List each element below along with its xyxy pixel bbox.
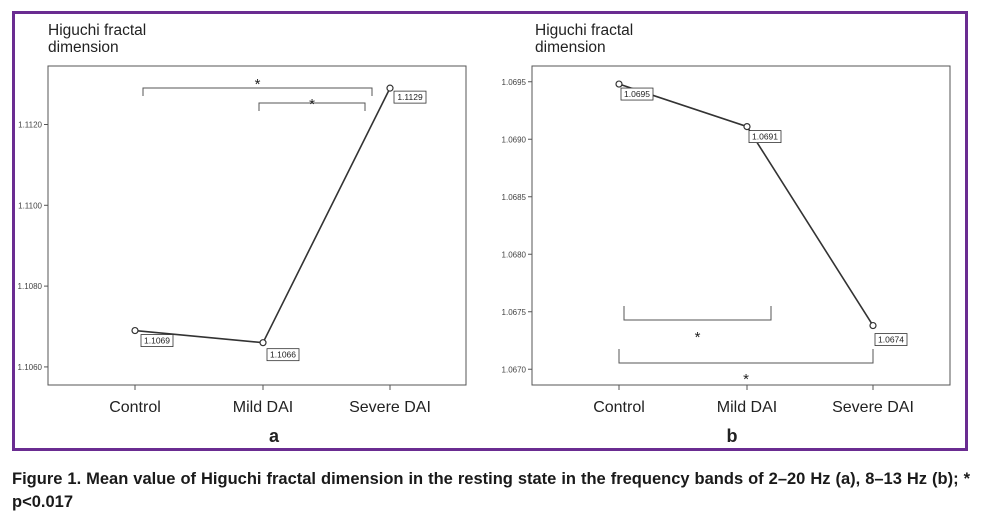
panel-b-data-label-box (620, 87, 654, 101)
panel-a-ytick-label: 1.1060 (18, 363, 43, 372)
panel-b-xtick-label: Mild DAI (717, 399, 777, 416)
panel-a-data-label-box (393, 90, 427, 104)
panel-b-data-point (743, 122, 751, 131)
figure-charts: Higuchi fractal dimension 1.1060 1.1080 1.11… (18, 22, 951, 446)
panel-a-series-line (134, 87, 391, 344)
panel-a-ytick-label: 1.1080 (18, 282, 43, 291)
panel-b-series-line (618, 83, 874, 326)
panel-b-data-label: 1.0695 (624, 89, 650, 99)
panel-b-data-label: 1.0691 (752, 132, 778, 142)
panel-a-significance-star: * (255, 76, 261, 93)
panel-b-label: b (727, 426, 738, 446)
panel-a-ytick-label: 1.1120 (18, 120, 42, 129)
panel-b-data-label: 1.0674 (878, 335, 904, 345)
panel-a-data-label: 1.1129 (397, 92, 423, 102)
panel-b-ytick-label: 1.0670 (502, 365, 527, 374)
panel-b-significance-star: * (743, 371, 749, 388)
panel-b-significance-bracket (618, 349, 874, 364)
panel-a-data-label-box (140, 334, 174, 347)
panel-b-significance-bracket (623, 306, 772, 321)
panel-a-data-label: 1.1069 (144, 336, 170, 346)
panel-a-xtick-label: Control (109, 399, 161, 416)
panel-b-xtick-label: Severe DAI (832, 399, 914, 416)
panel-b-xtick-label: Control (593, 399, 645, 416)
panel-a-data-point (386, 84, 394, 92)
panel-a-xtick-label: Severe DAI (349, 399, 431, 416)
panel-a-significance-bracket (142, 87, 373, 96)
panel-b-ytick-label: 1.0680 (502, 250, 527, 259)
panel-a-plot-area (47, 65, 467, 386)
panel-b-plot-area (531, 65, 951, 386)
panel-a-label: a (269, 426, 280, 446)
panel-b-ytick-label: 1.0695 (502, 78, 527, 87)
panel-b-significance-star: * (695, 329, 701, 346)
panel-a-significance-bracket (258, 102, 366, 111)
panel-a-data-label-box (266, 348, 300, 362)
panel-a-xtick-label: Mild DAI (233, 399, 293, 416)
panel-a-significance-star: * (309, 96, 315, 113)
panel-b-ytick-label: 1.0690 (502, 135, 527, 144)
panel-b-data-label-box (748, 130, 782, 143)
panel-b-data-point (869, 321, 877, 330)
panel-a-ytick-label: 1.1100 (18, 201, 42, 210)
panel-b-ylabel: Higuchi fractal dimension (535, 22, 633, 56)
figure-frame: Higuchi fractal dimension 1.1060 1.1080 1.11… (12, 11, 968, 451)
panel-a-data-point (131, 326, 139, 335)
figure-caption: Figure 1. Mean value of Higuchi fractal … (12, 470, 970, 511)
panel-b-ytick-label: 1.0675 (502, 308, 527, 317)
panel-a-data-point (259, 339, 267, 347)
panel-a-data-label: 1.1066 (270, 350, 296, 360)
panel-b-data-label-box (874, 333, 908, 346)
panel-b-ytick-label: 1.0685 (502, 193, 527, 202)
panel-a-ylabel: Higuchi fractal dimension (48, 22, 146, 56)
panel-b-data-point (615, 80, 623, 88)
